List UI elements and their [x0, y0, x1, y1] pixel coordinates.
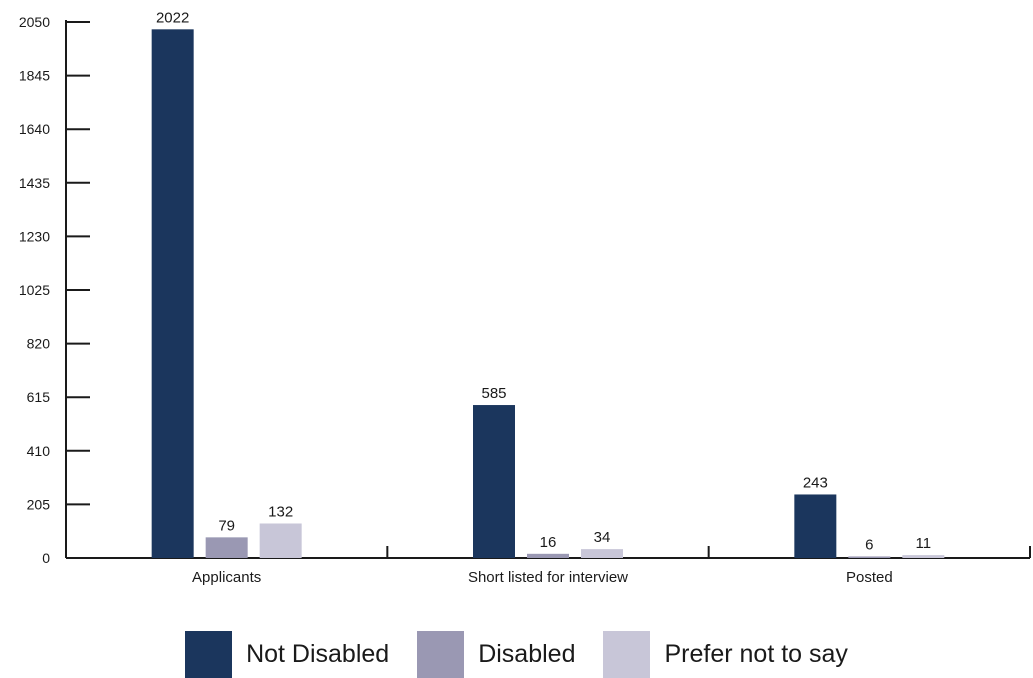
legend-item: Prefer not to say [603, 630, 848, 678]
y-tick-label: 205 [27, 496, 51, 512]
legend-label: Prefer not to say [664, 639, 848, 668]
bar [527, 553, 569, 558]
legend-item: Disabled [417, 630, 576, 678]
legend-item: Not Disabled [185, 630, 390, 678]
bar [848, 556, 891, 558]
legend-swatch [603, 630, 651, 678]
y-tick-label: 0 [42, 550, 50, 566]
y-tick-label: 410 [27, 443, 51, 459]
y-axis: 0 205 410 615 820 1025 1230 1435 1640 1845 2050 [19, 14, 90, 566]
bar [902, 555, 945, 558]
x-category-label: Short listed for interview [468, 569, 628, 586]
data-label: 6 [865, 536, 873, 553]
y-tick-label: 820 [27, 336, 51, 352]
data-label: 16 [540, 534, 557, 551]
bar [151, 29, 194, 558]
data-label: 11 [916, 535, 932, 552]
y-tick-label: 615 [27, 389, 51, 405]
legend-swatch [185, 630, 233, 678]
bar [581, 549, 623, 558]
x-category-label: Posted [846, 569, 893, 586]
bar [259, 523, 302, 558]
legend-label: Not Disabled [246, 639, 390, 668]
legend: Not Disabled Disabled Prefer not to say [0, 630, 1033, 678]
bar [205, 537, 248, 558]
y-tick-label: 1230 [19, 228, 50, 244]
legend-label: Disabled [478, 639, 576, 668]
data-label: 79 [218, 517, 235, 534]
bar-chart: 0 205 410 615 820 1025 1230 1435 1640 1845 2050 Ap… [19, 9, 1031, 586]
y-tick-label: 1640 [19, 121, 50, 137]
data-label: 243 [803, 474, 828, 491]
bar [473, 405, 515, 558]
data-label: 132 [268, 503, 293, 520]
legend-swatch [417, 630, 465, 678]
data-label: 585 [481, 385, 506, 402]
bar [794, 494, 837, 558]
x-category-label: Applicants [192, 569, 261, 586]
data-label: 2022 [156, 9, 189, 26]
y-tick-label: 2050 [19, 14, 50, 30]
y-tick-label: 1435 [19, 175, 50, 191]
data-label: 34 [594, 529, 611, 546]
y-tick-label: 1025 [19, 282, 50, 298]
y-tick-label: 1845 [19, 68, 50, 84]
bars: 2022 79 132 585 16 34 243 6 11 [151, 9, 945, 558]
